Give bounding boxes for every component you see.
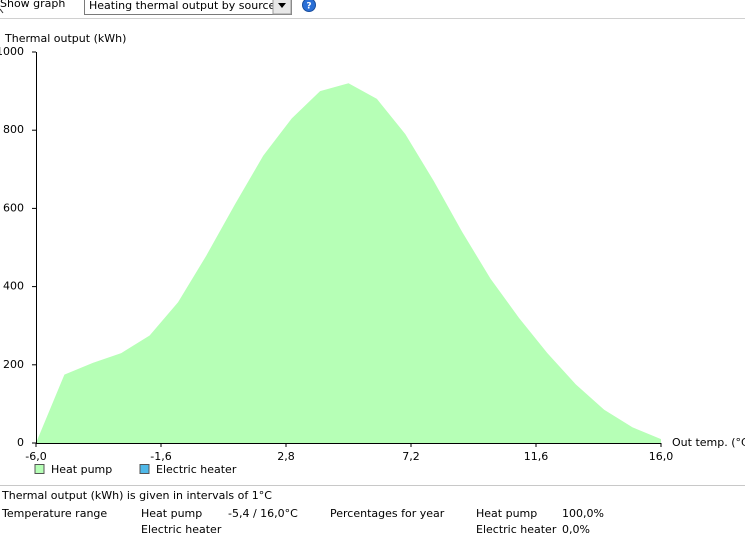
footer-note: Thermal output (kWh) is given in interva… bbox=[1, 489, 272, 502]
legend-swatch bbox=[139, 464, 150, 474]
dropdown-value[interactable]: Heating thermal output by source bbox=[89, 0, 276, 12]
cursor bbox=[0, 8, 4, 14]
x-tick-label: 7,2 bbox=[402, 450, 420, 463]
y-tick-label: 400 bbox=[3, 280, 24, 293]
legend-swatch bbox=[34, 464, 45, 474]
range-label: Temperature range bbox=[1, 507, 107, 520]
percent-source: Heat pump bbox=[476, 507, 537, 520]
help-icon[interactable] bbox=[302, 0, 316, 12]
y-tick-label: 800 bbox=[3, 123, 24, 136]
range-value: -5,4 / 16,0°C bbox=[228, 507, 298, 520]
show-graph-label: Show graph bbox=[0, 0, 65, 10]
x-tick-label: 11,6 bbox=[524, 450, 549, 463]
x-tick-label: -1,6 bbox=[150, 450, 171, 463]
dropdown-arrow bbox=[278, 3, 286, 8]
legend-label: Heat pump bbox=[51, 463, 112, 476]
y-tick-label: 0 bbox=[17, 436, 24, 449]
range-source: Electric heater bbox=[141, 523, 222, 536]
percent-value: 100,0% bbox=[562, 507, 604, 520]
percent-label: Percentages for year bbox=[330, 507, 445, 520]
percent-value: 0,0% bbox=[562, 523, 590, 536]
y-tick-label: 1000 bbox=[0, 45, 24, 58]
legend-label: Electric heater bbox=[156, 463, 237, 476]
x-tick-label: 2,8 bbox=[277, 450, 295, 463]
y-axis-title: Thermal output (kWh) bbox=[4, 32, 126, 45]
y-tick-label: 600 bbox=[3, 201, 24, 214]
percent-source: Electric heater bbox=[476, 523, 557, 536]
area bbox=[36, 83, 661, 443]
plot: 0 200 400 600 800 1000 -6,0 -1,6 2,8 7,2 11,6 16,0 H… bbox=[0, 45, 673, 476]
help-icon-text[interactable]: ? bbox=[306, 2, 311, 12]
x-tick-label: -6,0 bbox=[25, 450, 46, 463]
x-axis-title: Out temp. (°C) bbox=[672, 436, 745, 449]
x-tick-label: 16,0 bbox=[649, 450, 674, 463]
y-tick-label: 200 bbox=[3, 358, 24, 371]
range-source: Heat pump bbox=[141, 507, 202, 520]
